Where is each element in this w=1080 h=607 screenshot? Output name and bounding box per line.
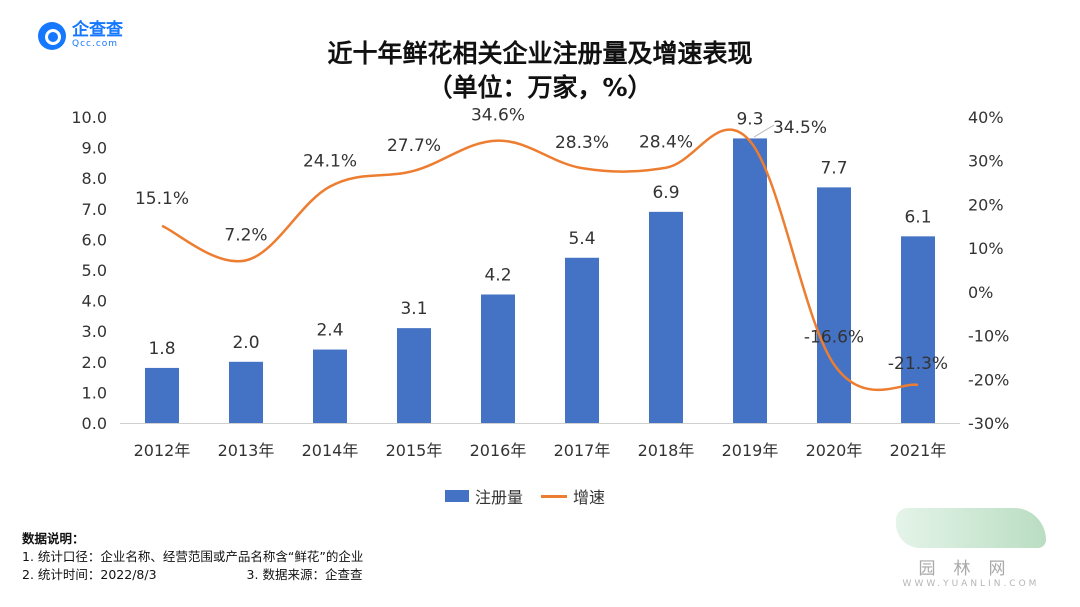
notes-line-1: 1. 统计口径：企业名称、经营范围或产品名称含“鲜花”的企业	[22, 549, 364, 564]
bar	[229, 361, 263, 423]
line-data-label: 34.6%	[471, 106, 525, 126]
legend-swatch-bar	[445, 490, 469, 502]
bar	[649, 211, 683, 423]
x-tick-label: 2013年	[218, 441, 275, 460]
legend-label-line: 增速	[573, 488, 606, 507]
notes-line-2: 2. 统计时间：2022/8/3	[22, 567, 157, 582]
legend-item-line: 增速	[541, 484, 605, 508]
bar	[817, 187, 851, 423]
y-left-tick-label: 2.0	[82, 353, 107, 372]
x-tick-label: 2014年	[302, 441, 359, 460]
bar	[145, 367, 179, 423]
x-tick-label: 2016年	[470, 441, 527, 460]
x-tick-label: 2018年	[638, 441, 695, 460]
legend-label-bar: 注册量	[475, 488, 524, 507]
y-left-tick-label: 10.0	[71, 108, 107, 127]
bar-data-label: 4.2	[484, 265, 511, 285]
bar-data-label: 2.0	[232, 333, 259, 353]
growth-line	[161, 128, 919, 392]
y-right-tick-label: 0%	[968, 283, 993, 302]
line-data-label: 34.5%	[773, 118, 827, 138]
notes-line-3: 3. 数据来源：企查查	[246, 567, 363, 582]
line-data-label: 27.7%	[387, 136, 441, 156]
bar	[733, 138, 767, 424]
line-data-label: 28.3%	[555, 133, 609, 153]
x-tick-label: 2019年	[722, 441, 779, 460]
bar-data-label: 6.1	[904, 207, 931, 227]
x-tick-label: 2021年	[890, 441, 947, 460]
y-left-tick-label: 7.0	[82, 200, 107, 219]
logo-domain: Qcc.com	[72, 39, 119, 50]
y-right-tick-label: -10%	[968, 327, 1009, 346]
watermark: 园林网 WWW.YUANLIN.COM	[896, 508, 1046, 589]
x-tick-label: 2017年	[554, 441, 611, 460]
x-tick-label: 2012年	[134, 441, 191, 460]
y-right-tick-label: -30%	[968, 414, 1009, 433]
bar-data-label: 9.3	[736, 109, 763, 129]
line-data-label: 24.1%	[303, 152, 357, 172]
y-left-tick-label: 6.0	[82, 230, 107, 249]
x-tick-label: 2020年	[806, 441, 863, 460]
data-notes: 数据说明： 1. 统计口径：企业名称、经营范围或产品名称含“鲜花”的企业 2. …	[22, 530, 363, 584]
legend-item-bar: 注册量	[445, 484, 523, 508]
line-data-label: -16.6%	[804, 327, 864, 347]
bar-data-label: 6.9	[652, 183, 679, 203]
notes-title: 数据说明：	[22, 531, 85, 546]
line-data-label: 28.4%	[639, 133, 693, 153]
y-left-tick-label: 3.0	[82, 322, 107, 341]
bar	[901, 236, 935, 423]
y-left-tick-label: 1.0	[82, 383, 107, 402]
y-right-tick-label: 40%	[968, 108, 1004, 127]
y-left-tick-label: 9.0	[82, 139, 107, 158]
y-right-tick-label: 20%	[968, 195, 1004, 214]
y-left-tick-label: 5.0	[82, 261, 107, 280]
bar	[565, 257, 599, 423]
chart-legend: 注册量 增速	[445, 484, 605, 508]
y-left-tick-label: 0.0	[82, 414, 107, 433]
logo-name: 企查查	[72, 20, 123, 41]
label-leader-line	[753, 124, 775, 138]
chart-title: 近十年鲜花相关企业注册量及增速表现	[327, 39, 753, 68]
qcc-logo-icon	[38, 22, 66, 50]
y-left-tick-label: 4.0	[82, 292, 107, 311]
line-data-label: -21.3%	[888, 354, 948, 374]
bar	[397, 328, 431, 423]
bar-data-label: 1.8	[148, 339, 175, 359]
bar-data-label: 7.7	[820, 158, 847, 178]
y-right-tick-label: 10%	[968, 239, 1004, 258]
watermark-name: 园林网	[918, 559, 1024, 579]
qcc-logo: 企查查 Qcc.com	[38, 22, 123, 50]
line-data-label: 7.2%	[224, 225, 267, 245]
watermark-leaf-icon	[896, 508, 1046, 548]
bar-data-label: 2.4	[316, 321, 343, 341]
bar-data-label: 5.4	[568, 229, 595, 249]
legend-swatch-line	[541, 494, 568, 498]
y-right-tick-label: -20%	[968, 370, 1009, 389]
y-right-tick-label: 30%	[968, 152, 1004, 171]
bar	[313, 349, 347, 423]
bar	[481, 294, 515, 423]
watermark-url: WWW.YUANLIN.COM	[902, 579, 1040, 589]
line-data-label: 15.1%	[135, 189, 189, 209]
x-tick-label: 2015年	[386, 441, 443, 460]
bar-data-label: 3.1	[400, 299, 427, 319]
chart-subtitle: （单位：万家，%）	[427, 73, 653, 102]
y-left-tick-label: 8.0	[82, 169, 107, 188]
